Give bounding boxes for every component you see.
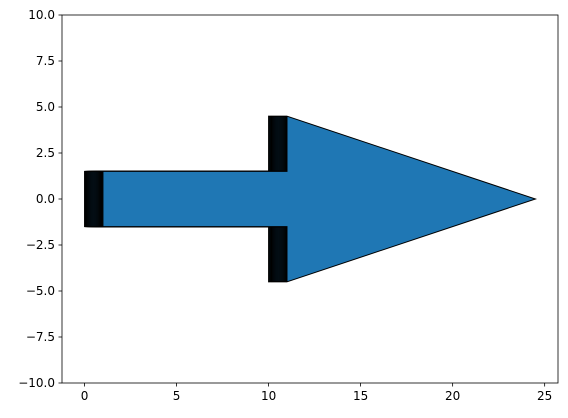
x-tick-label: 20	[445, 389, 460, 403]
arrow-layer	[102, 115, 538, 283]
arrow-shape	[84, 115, 538, 283]
y-tick-label: −5.0	[26, 284, 55, 298]
y-tick-label: 5.0	[36, 100, 55, 114]
y-axis: −10.0 −7.5 −5.0 −2.5 0.0 2.5 5.0 7.5 10.0	[18, 8, 62, 390]
y-tick-label: 10.0	[28, 8, 55, 22]
x-tick-label: 10	[261, 389, 276, 403]
y-tick-label: 0.0	[36, 192, 55, 206]
y-tick-label: −7.5	[26, 330, 55, 344]
x-tick-label: 5	[173, 389, 181, 403]
x-tick-label: 15	[353, 389, 368, 403]
y-tick-label: −2.5	[26, 238, 55, 252]
x-tick-label: 25	[537, 389, 552, 403]
x-tick-label: 0	[81, 389, 89, 403]
y-tick-label: 7.5	[36, 54, 55, 68]
y-tick-label: −10.0	[18, 376, 55, 390]
x-axis: 0 5 10 15 20 25	[81, 383, 552, 403]
y-tick-label: 2.5	[36, 146, 55, 160]
